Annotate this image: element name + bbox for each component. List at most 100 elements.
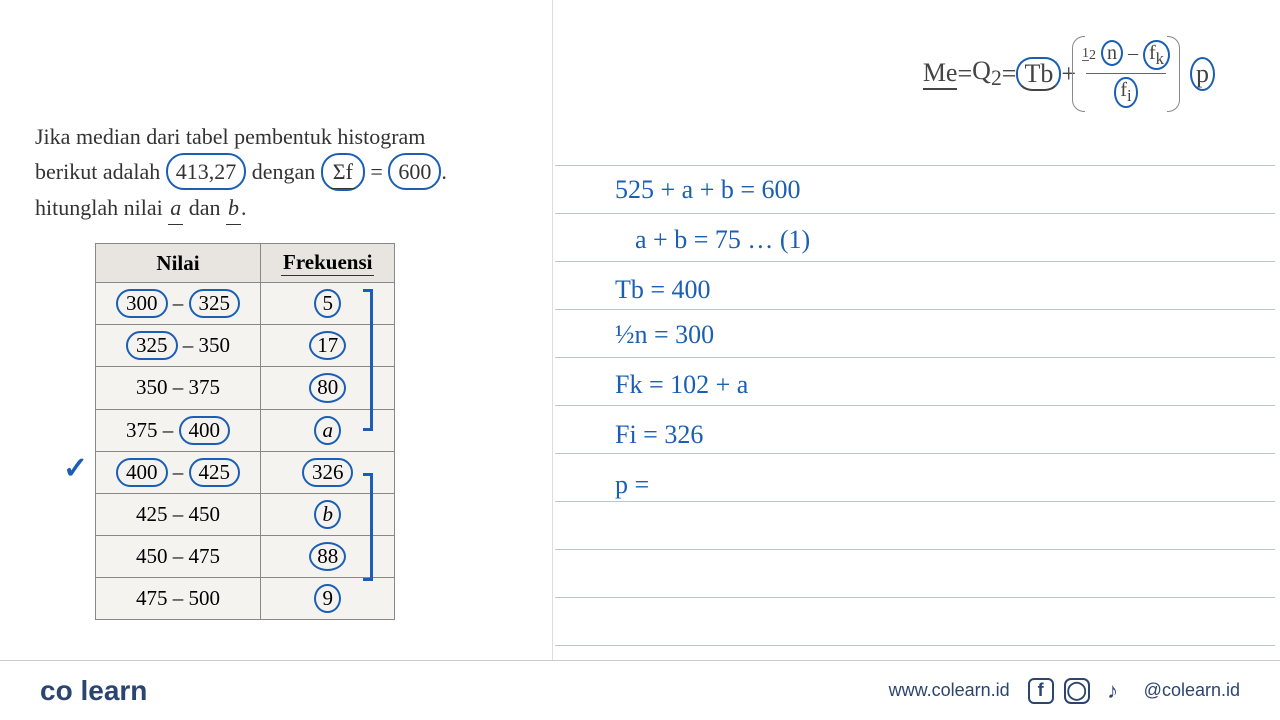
table-row: 375 – 400 a bbox=[96, 409, 395, 451]
cell-nilai: 375 – 400 bbox=[96, 409, 261, 451]
fi-letter: f bbox=[1120, 79, 1127, 101]
median-formula: Me = Q2 = Tb + 12 n – fk fi p bbox=[923, 40, 1215, 108]
facebook-icon: f bbox=[1028, 678, 1054, 704]
header-nilai: Nilai bbox=[96, 244, 261, 283]
f80: 80 bbox=[309, 373, 346, 402]
cell-freq: 5 bbox=[261, 283, 395, 325]
n-circled: n bbox=[1101, 40, 1123, 66]
handwritten-line-7: p = bbox=[615, 470, 649, 500]
handwritten-line-4: ½n = 300 bbox=[615, 320, 714, 350]
f88: 88 bbox=[309, 542, 346, 571]
v475b: 475 bbox=[136, 586, 168, 610]
handwritten-line-3: Tb = 400 bbox=[615, 275, 711, 305]
v500: 500 bbox=[189, 586, 221, 610]
ruled-line bbox=[555, 213, 1275, 214]
table-row: 400 – 425 326 bbox=[96, 451, 395, 493]
social-icons: f ◯ ♪ bbox=[1028, 678, 1126, 704]
q-letter: Q bbox=[972, 56, 991, 85]
cell-nilai: 475 – 500 bbox=[96, 578, 261, 620]
problem-line2a: berikut adalah bbox=[35, 159, 166, 184]
footer-handle: @colearn.id bbox=[1144, 680, 1240, 701]
panel-divider bbox=[552, 0, 553, 660]
fi-circled: fi bbox=[1114, 77, 1137, 107]
v475: 475 bbox=[189, 544, 221, 568]
cell-nilai: 450 – 475 bbox=[96, 535, 261, 577]
handwritten-line-6: Fi = 326 bbox=[615, 420, 703, 450]
bracket-bottom bbox=[363, 473, 373, 581]
table-wrapper: Nilai Frekuensi 300 – 325 5 325 – 350 17… bbox=[35, 243, 510, 620]
problem-line2b: dengan bbox=[252, 159, 321, 184]
period2: . bbox=[241, 195, 247, 220]
half-frac: 1 bbox=[1082, 48, 1089, 62]
footer-bar: co learn www.colearn.id f ◯ ♪ @colearn.i… bbox=[0, 660, 1280, 720]
dash1: – bbox=[178, 333, 199, 357]
f17: 17 bbox=[309, 331, 346, 360]
f5: 5 bbox=[314, 289, 341, 318]
total-value: 600 bbox=[388, 153, 441, 190]
fi-sub: i bbox=[1127, 86, 1132, 105]
bracket-top bbox=[363, 289, 373, 431]
table-row: 300 – 325 5 bbox=[96, 283, 395, 325]
tb-circled: Tb bbox=[1016, 57, 1061, 91]
cell-nilai: 300 – 325 bbox=[96, 283, 261, 325]
dash2: – bbox=[168, 375, 189, 399]
sigma-f-text: Σf bbox=[331, 155, 355, 189]
ruled-line bbox=[555, 549, 1275, 550]
q2-text: Q2 bbox=[972, 56, 1002, 91]
fb: b bbox=[314, 500, 341, 529]
sub2: 2 bbox=[991, 66, 1002, 90]
v400: 400 bbox=[179, 416, 231, 445]
table-header-row: Nilai Frekuensi bbox=[96, 244, 395, 283]
fa: a bbox=[314, 416, 341, 445]
ruled-line bbox=[555, 261, 1275, 262]
dash6: – bbox=[168, 544, 189, 568]
fk-letter: f bbox=[1149, 42, 1156, 64]
me-text: Me bbox=[923, 58, 958, 90]
fk-sub: k bbox=[1156, 49, 1164, 68]
cell-nilai: 425 – 450 bbox=[96, 493, 261, 535]
dash0: – bbox=[168, 291, 189, 315]
var-a: a bbox=[168, 191, 183, 225]
eq2: = bbox=[1002, 59, 1017, 89]
formula-fraction: 12 n – fk fi bbox=[1082, 40, 1170, 108]
tiktok-icon: ♪ bbox=[1100, 678, 1126, 704]
cell-nilai: 325 – 350 bbox=[96, 325, 261, 367]
equals-text: = bbox=[370, 159, 388, 184]
p-circled: p bbox=[1190, 57, 1215, 91]
handwritten-line-5: Fk = 102 + a bbox=[615, 370, 748, 400]
problem-panel: Jika median dari tabel pembentuk histogr… bbox=[0, 100, 530, 640]
ruled-line bbox=[555, 309, 1275, 310]
logo-co: co bbox=[40, 675, 73, 706]
cell-nilai: 400 – 425 bbox=[96, 451, 261, 493]
v300: 300 bbox=[116, 289, 168, 318]
problem-line3a: hitunglah nilai bbox=[35, 195, 168, 220]
footer-right: www.colearn.id f ◯ ♪ @colearn.id bbox=[889, 678, 1240, 704]
cell-nilai: 350 – 375 bbox=[96, 367, 261, 409]
v400b: 400 bbox=[116, 458, 168, 487]
logo-learn: learn bbox=[80, 675, 147, 706]
cell-freq: 88 bbox=[261, 535, 395, 577]
table-row: 450 – 475 88 bbox=[96, 535, 395, 577]
f326: 326 bbox=[302, 458, 354, 487]
half-n-b: n = 300 bbox=[635, 320, 715, 349]
cell-freq: 80 bbox=[261, 367, 395, 409]
header-frekuensi: Frekuensi bbox=[261, 244, 395, 283]
header-freq-text: Frekuensi bbox=[281, 250, 374, 276]
dash5: – bbox=[168, 502, 189, 526]
v350b: 350 bbox=[136, 375, 168, 399]
table-row: 425 – 450 b bbox=[96, 493, 395, 535]
frac-denominator: fi bbox=[1114, 77, 1137, 107]
cell-freq: 326 bbox=[261, 451, 395, 493]
cell-freq: 17 bbox=[261, 325, 395, 367]
var-b: b bbox=[226, 191, 241, 225]
v425: 425 bbox=[189, 458, 241, 487]
frequency-table: Nilai Frekuensi 300 – 325 5 325 – 350 17… bbox=[95, 243, 395, 620]
ruled-line bbox=[555, 405, 1275, 406]
ruled-line bbox=[555, 597, 1275, 598]
handwritten-line-1: 525 + a + b = 600 bbox=[615, 175, 801, 205]
table-row: 475 – 500 9 bbox=[96, 578, 395, 620]
v325b: 325 bbox=[126, 331, 178, 360]
sigma-f: Σf bbox=[321, 153, 365, 191]
v450: 450 bbox=[189, 502, 221, 526]
cell-freq: 9 bbox=[261, 578, 395, 620]
